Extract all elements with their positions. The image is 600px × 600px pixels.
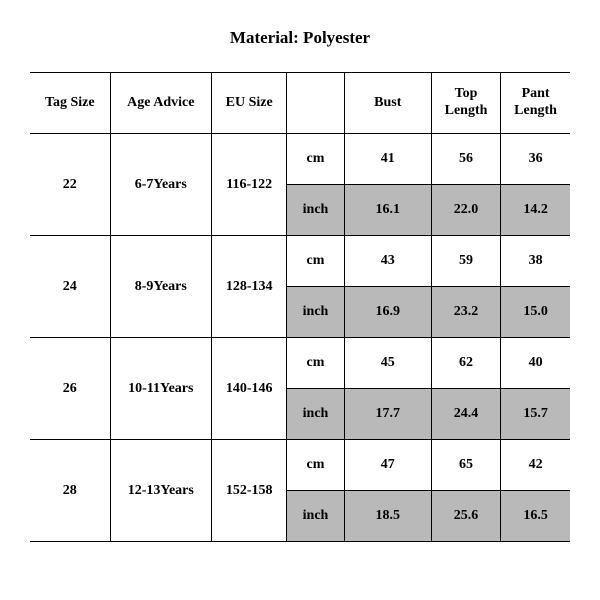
table-row: 28 12-13Years 152-158 cm 47 65 42 [30, 440, 570, 491]
col-eu-size: EU Size [212, 73, 287, 134]
cell-tag: 22 [30, 134, 110, 236]
col-unit [287, 73, 344, 134]
cell-bust-cm: 47 [344, 440, 431, 491]
cell-unit-cm: cm [287, 440, 344, 491]
cell-age: 12-13Years [110, 440, 212, 542]
cell-pant-cm: 38 [501, 236, 570, 287]
cell-unit-cm: cm [287, 338, 344, 389]
cell-bust-inch: 18.5 [344, 491, 431, 542]
cell-top-cm: 59 [431, 236, 500, 287]
cell-unit-inch: inch [287, 491, 344, 542]
size-table: Tag Size Age Advice EU Size Bust Top Len… [30, 72, 570, 542]
col-age-advice: Age Advice [110, 73, 212, 134]
cell-age: 8-9Years [110, 236, 212, 338]
cell-unit-cm: cm [287, 134, 344, 185]
cell-unit-cm: cm [287, 236, 344, 287]
cell-bust-inch: 16.9 [344, 287, 431, 338]
cell-pant-inch: 15.0 [501, 287, 570, 338]
col-tag-size: Tag Size [30, 73, 110, 134]
cell-top-inch: 22.0 [431, 185, 500, 236]
cell-top-cm: 65 [431, 440, 500, 491]
cell-pant-cm: 40 [501, 338, 570, 389]
page-title: Material: Polyester [0, 0, 600, 72]
cell-eu: 152-158 [212, 440, 287, 542]
table-row: 22 6-7Years 116-122 cm 41 56 36 [30, 134, 570, 185]
col-pant-length: Pant Length [501, 73, 570, 134]
cell-top-inch: 25.6 [431, 491, 500, 542]
table-header-row: Tag Size Age Advice EU Size Bust Top Len… [30, 73, 570, 134]
table-row: 26 10-11Years 140-146 cm 45 62 40 [30, 338, 570, 389]
col-top-length: Top Length [431, 73, 500, 134]
cell-bust-cm: 43 [344, 236, 431, 287]
cell-pant-inch: 14.2 [501, 185, 570, 236]
cell-tag: 24 [30, 236, 110, 338]
cell-eu: 140-146 [212, 338, 287, 440]
cell-pant-inch: 15.7 [501, 389, 570, 440]
cell-top-cm: 62 [431, 338, 500, 389]
cell-pant-inch: 16.5 [501, 491, 570, 542]
col-bust: Bust [344, 73, 431, 134]
cell-unit-inch: inch [287, 287, 344, 338]
cell-age: 6-7Years [110, 134, 212, 236]
cell-unit-inch: inch [287, 185, 344, 236]
cell-age: 10-11Years [110, 338, 212, 440]
cell-bust-inch: 17.7 [344, 389, 431, 440]
cell-top-inch: 23.2 [431, 287, 500, 338]
cell-bust-inch: 16.1 [344, 185, 431, 236]
cell-eu: 128-134 [212, 236, 287, 338]
cell-bust-cm: 41 [344, 134, 431, 185]
size-table-wrap: Tag Size Age Advice EU Size Bust Top Len… [0, 72, 600, 542]
table-row: 24 8-9Years 128-134 cm 43 59 38 [30, 236, 570, 287]
cell-pant-cm: 42 [501, 440, 570, 491]
cell-pant-cm: 36 [501, 134, 570, 185]
cell-bust-cm: 45 [344, 338, 431, 389]
cell-tag: 26 [30, 338, 110, 440]
cell-top-inch: 24.4 [431, 389, 500, 440]
cell-top-cm: 56 [431, 134, 500, 185]
cell-eu: 116-122 [212, 134, 287, 236]
cell-tag: 28 [30, 440, 110, 542]
cell-unit-inch: inch [287, 389, 344, 440]
